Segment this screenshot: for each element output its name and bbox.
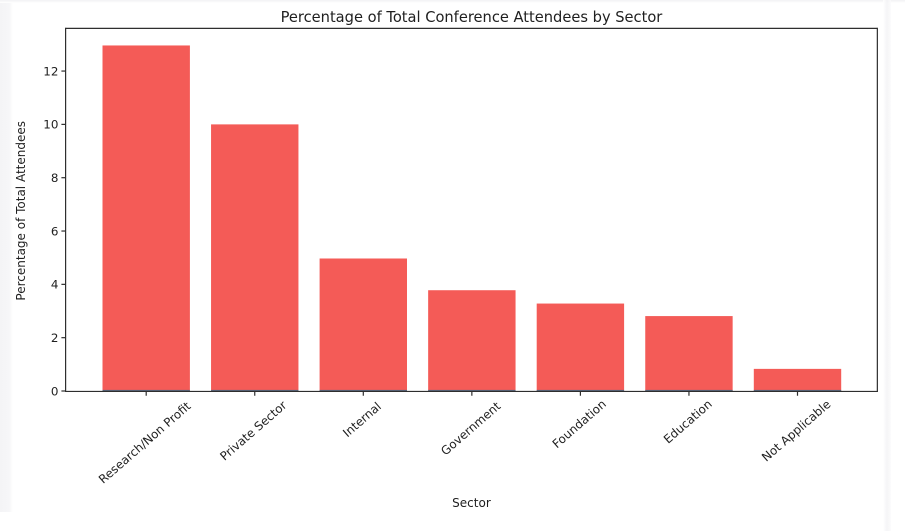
x-tick-label-6: Not Applicable: [759, 397, 833, 464]
x-tick-label-4: Foundation: [550, 397, 609, 451]
y-tick-label-6: 6: [51, 224, 59, 238]
page-top-band: [0, 0, 905, 3]
y-tick-label-2: 2: [51, 331, 59, 345]
bar-6: [753, 368, 842, 391]
x-tick-label-2: Internal: [340, 399, 384, 440]
chart-title: Percentage of Total Conference Attendees…: [281, 9, 664, 26]
bar-base-seam-2: [319, 389, 407, 392]
x-tick-label-1: Private Sector: [217, 398, 289, 463]
bar-base-seam-0: [102, 389, 190, 392]
axes-group: [61, 27, 878, 396]
page-left-gutter: [0, 0, 13, 512]
page-right-scroll-band: [883, 0, 891, 531]
bar-1: [211, 124, 299, 391]
y-tick-label-10: 10: [43, 118, 58, 132]
y-tick-label-8: 8: [51, 171, 59, 185]
bar-3: [428, 290, 516, 391]
bar-base-seam-3: [428, 389, 516, 392]
bar-2: [319, 258, 407, 391]
x-tick-label-3: Government: [438, 399, 503, 458]
y-tick-label-12: 12: [43, 64, 58, 78]
y-tick-label-4: 4: [51, 278, 59, 292]
bar-base-seam-6: [753, 389, 842, 392]
x-tick-label-5: Education: [661, 397, 715, 446]
bar-4: [536, 303, 625, 391]
y-axis-label: Percentage of Total Attendees: [14, 121, 28, 301]
bar-base-seam-1: [211, 389, 299, 392]
x-axis-label: Sector: [452, 496, 491, 510]
bar-5: [645, 316, 733, 391]
bar-base-seam-4: [536, 389, 625, 392]
bars-group: [102, 45, 842, 392]
x-tick-label-0: Research/Non Profit: [96, 399, 194, 487]
bar-base-seam-5: [645, 389, 733, 392]
bar-0: [102, 45, 190, 392]
y-tick-label-0: 0: [51, 384, 59, 398]
